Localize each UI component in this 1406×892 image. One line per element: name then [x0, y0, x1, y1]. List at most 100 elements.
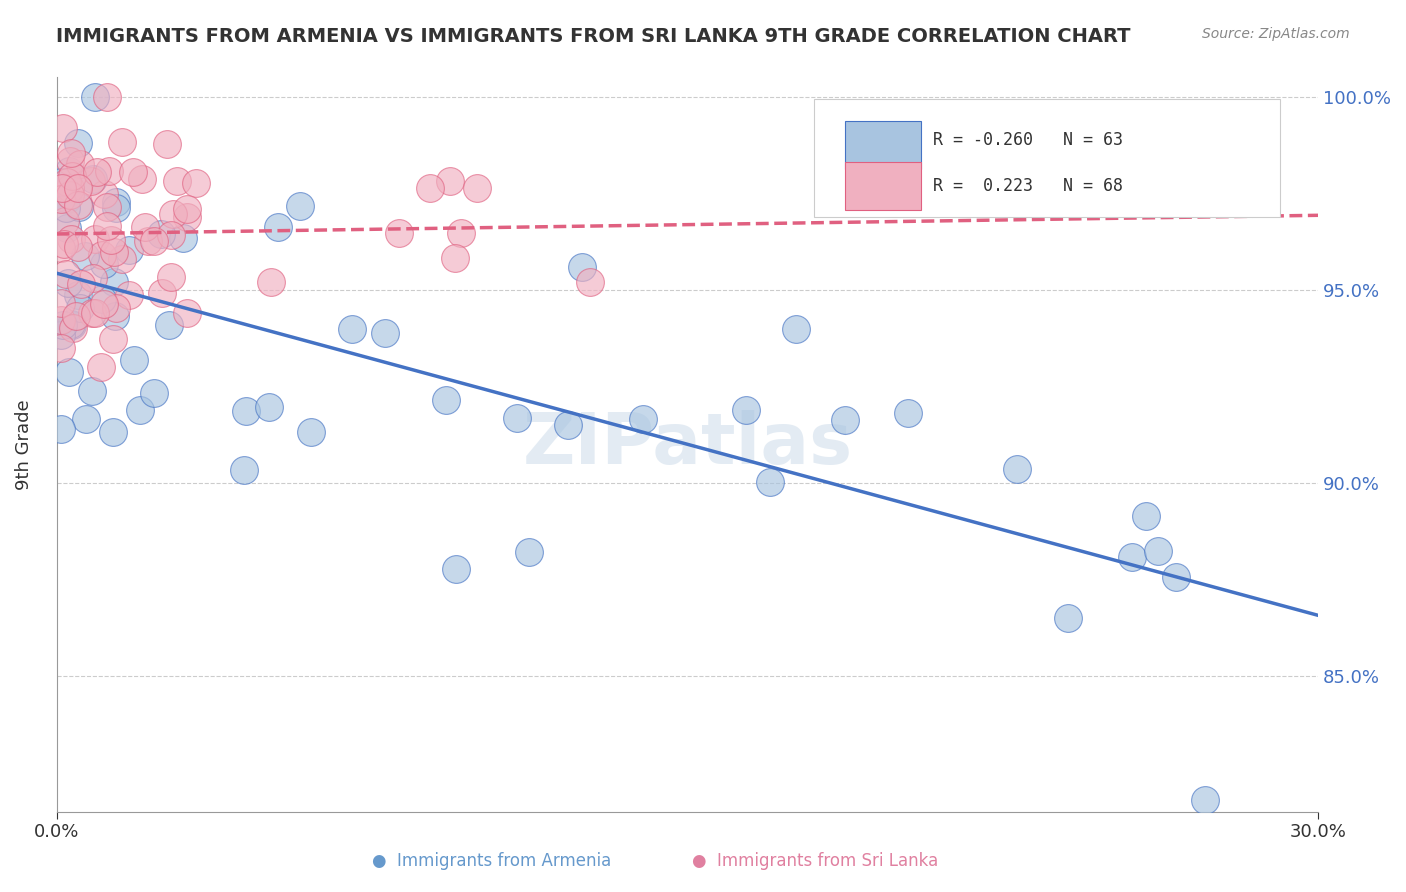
- Point: [83, 306, 105, 320]
- Point: [157, 318, 180, 333]
- Point: [59, 232, 82, 246]
- Point: [118, 288, 141, 302]
- Point: [58, 365, 80, 379]
- Point: [1194, 793, 1216, 807]
- Point: [388, 226, 411, 240]
- Point: [67, 136, 90, 150]
- Point: [69, 200, 91, 214]
- Point: [176, 211, 198, 225]
- Point: [67, 180, 90, 194]
- Point: [86, 164, 108, 178]
- Point: [93, 186, 115, 201]
- Point: [84, 232, 107, 246]
- Point: [58, 188, 80, 202]
- Point: [53, 236, 76, 251]
- Point: [1135, 508, 1157, 523]
- Point: [55, 201, 77, 215]
- Point: [97, 164, 120, 178]
- Point: [759, 475, 782, 489]
- Point: [59, 146, 82, 161]
- Point: [104, 202, 127, 216]
- Point: [49, 176, 72, 190]
- Text: ●  Immigrants from Armenia: ● Immigrants from Armenia: [373, 852, 612, 870]
- Point: [128, 403, 150, 417]
- Point: [897, 406, 920, 420]
- Point: [260, 275, 283, 289]
- Point: [149, 227, 172, 242]
- Point: [90, 247, 112, 261]
- Point: [49, 296, 72, 310]
- Point: [52, 120, 75, 135]
- Point: [59, 317, 82, 331]
- Point: [91, 292, 114, 306]
- Point: [58, 164, 80, 178]
- Point: [80, 306, 103, 320]
- Point: [82, 171, 104, 186]
- Point: [103, 425, 125, 440]
- Point: [834, 412, 856, 426]
- Point: [299, 425, 322, 439]
- Point: [51, 180, 73, 194]
- Text: ●  Immigrants from Sri Lanka: ● Immigrants from Sri Lanka: [692, 852, 939, 870]
- Point: [434, 392, 457, 407]
- Point: [152, 285, 174, 300]
- Point: [785, 322, 807, 336]
- Point: [52, 318, 75, 332]
- Point: [257, 401, 280, 415]
- Point: [100, 233, 122, 247]
- Point: [66, 197, 89, 211]
- Point: [90, 360, 112, 375]
- Point: [557, 417, 579, 432]
- Point: [49, 241, 72, 255]
- Point: [66, 240, 89, 254]
- Point: [60, 318, 83, 333]
- Point: [56, 175, 79, 189]
- Point: [103, 245, 125, 260]
- Point: [450, 226, 472, 240]
- Point: [288, 199, 311, 213]
- Point: [143, 234, 166, 248]
- Point: [342, 322, 364, 336]
- Point: [105, 194, 128, 209]
- Point: [75, 412, 97, 426]
- Point: [162, 207, 184, 221]
- Point: [53, 213, 76, 227]
- Point: [51, 342, 73, 356]
- Point: [60, 169, 83, 183]
- Point: [101, 332, 124, 346]
- Point: [93, 297, 115, 311]
- Point: [82, 270, 104, 285]
- Point: [465, 181, 488, 195]
- Point: [1147, 544, 1170, 558]
- Point: [70, 277, 93, 291]
- Point: [55, 267, 77, 281]
- Point: [734, 403, 756, 417]
- Point: [446, 562, 468, 576]
- Text: R = -0.260   N = 63: R = -0.260 N = 63: [934, 131, 1123, 149]
- Point: [93, 257, 115, 271]
- Point: [160, 270, 183, 285]
- Point: [131, 171, 153, 186]
- Point: [49, 190, 72, 204]
- Point: [59, 154, 82, 169]
- Point: [96, 219, 118, 234]
- Point: [444, 252, 467, 266]
- Point: [49, 312, 72, 326]
- Point: [124, 353, 146, 368]
- FancyBboxPatch shape: [845, 161, 921, 210]
- Point: [58, 276, 80, 290]
- Point: [517, 545, 540, 559]
- Point: [67, 287, 90, 301]
- Text: ZIPatlas: ZIPatlas: [522, 410, 852, 479]
- FancyBboxPatch shape: [814, 100, 1281, 217]
- Point: [439, 174, 461, 188]
- Point: [506, 410, 529, 425]
- FancyBboxPatch shape: [845, 121, 921, 169]
- Y-axis label: 9th Grade: 9th Grade: [15, 399, 32, 490]
- Point: [631, 411, 654, 425]
- Point: [82, 384, 104, 398]
- Point: [118, 244, 141, 258]
- Point: [56, 192, 79, 206]
- Point: [142, 386, 165, 401]
- Point: [233, 463, 256, 477]
